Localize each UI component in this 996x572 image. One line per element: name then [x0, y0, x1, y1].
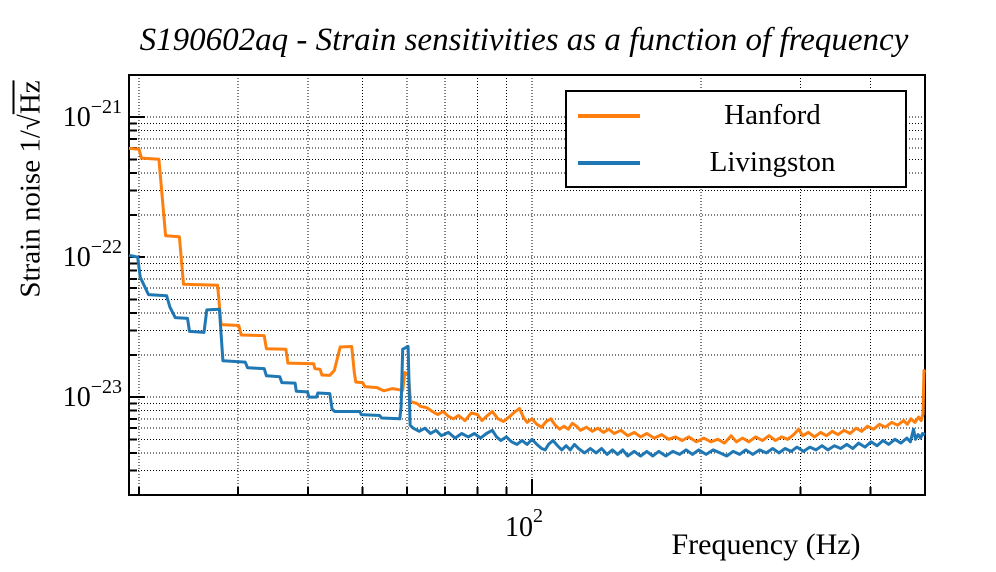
legend-line-hanford — [578, 113, 640, 118]
legend-entry-hanford: Hanford — [567, 92, 905, 139]
legend-entry-livingston: Livingston — [567, 139, 905, 186]
x-tick-label-100: 102 — [505, 505, 543, 543]
y-tick-label-1e-22: 10−22 — [63, 236, 122, 273]
y-tick-label-1e-21: 10−21 — [63, 96, 122, 133]
livingston-curve — [128, 253, 926, 458]
legend: Hanford Livingston — [565, 90, 907, 188]
hanford-curve — [128, 146, 927, 445]
legend-label-livingston: Livingston — [709, 146, 836, 178]
y-tick-label-1e-23: 10−23 — [63, 376, 122, 413]
plot-frame — [128, 74, 926, 496]
tick-labels: 10−21 10−22 10−23 102 — [63, 96, 543, 543]
legend-line-livingston — [578, 160, 640, 165]
legend-label-hanford: Hanford — [724, 99, 821, 131]
chart-title: S190602aq - Strain sensitivities as a fu… — [139, 22, 909, 58]
x-axis-title: Frequency (Hz) — [671, 528, 861, 561]
